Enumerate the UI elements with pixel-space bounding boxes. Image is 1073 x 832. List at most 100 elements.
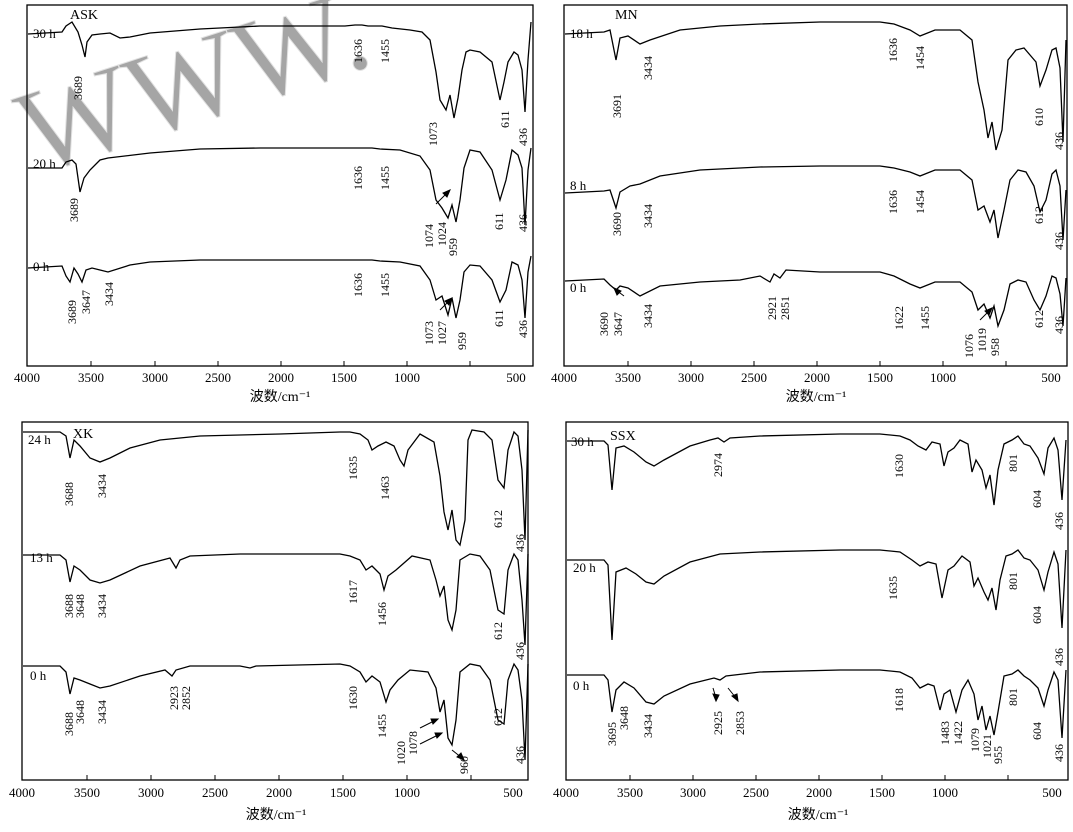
peak-label: 3647 [611,312,625,336]
spectrum-line [567,549,1067,641]
peak-label: 1021 [980,734,994,758]
peak-label: 3689 [65,300,79,324]
x-axis-label: 波数/cm⁻¹ [786,389,847,405]
peak-label: 801 [1006,688,1020,706]
tick-label: 3500 [78,370,104,385]
peak-label: 1636 [351,273,365,297]
peak-arrows [712,687,739,703]
peak-label: 604 [1030,606,1044,624]
peak-label: 1027 [435,321,449,345]
panel-label: ASK [70,8,98,23]
peak-label: 612 [491,622,505,640]
peak-label: 436 [513,534,527,552]
tick-label: 4000 [14,370,40,385]
peak-label: 1456 [375,602,389,626]
peak-label: 1078 [406,731,420,755]
peak-label: 3648 [73,700,87,724]
tick-label: 2500 [205,370,231,385]
tick-label: 3500 [615,370,641,385]
panel-label: MN [615,8,638,23]
peak-label: 1073 [422,321,436,345]
tick-label: 3000 [142,370,168,385]
peak-label: 1630 [346,686,360,710]
time-label: 0 h [33,259,50,274]
peak-label: 1636 [351,39,365,63]
x-axis-label: 波数/cm⁻¹ [246,807,307,823]
peak-label: 2852 [179,686,193,710]
peak-label: 1483 [938,721,952,745]
tick-label: 2500 [741,370,767,385]
tick-label: 500 [503,785,523,800]
peak-label: 612 [1032,310,1046,328]
peak-label: 1636 [351,166,365,190]
peak-arrows [435,189,453,311]
peak-label: 1636 [886,190,900,214]
peak-label: 612 [1032,206,1046,224]
peak-label: 1635 [346,456,360,480]
peak-label: 1455 [375,714,389,738]
peak-label: 1019 [975,328,989,352]
tick-label: 4000 [9,785,35,800]
peak-label: 958 [988,338,1002,356]
peak-label: 1079 [968,728,982,752]
time-label: 8 h [570,178,587,193]
time-label: 18 h [570,26,593,41]
peak-label: 3688 [62,712,76,736]
peak-label: 1422 [951,721,965,745]
time-label: 13 h [30,550,53,565]
peak-label: 3648 [73,594,87,618]
peak-label: 3690 [610,212,624,236]
peak-labels: 3688 3434 1635 1463 612 436 3688 3648 34… [62,456,527,774]
peak-arrows [419,718,465,761]
peak-label: 2974 [711,453,725,477]
tick-label: 3000 [138,785,164,800]
tick-label: 2000 [268,370,294,385]
peak-label: 436 [1052,744,1066,762]
panel-xk: XK 24 h 13 h 0 h 3688 3434 1635 1463 612… [9,421,529,823]
peak-label: 959 [446,238,460,256]
peak-label: 436 [516,320,530,338]
peak-label: 611 [492,309,506,327]
tick-label: 1500 [869,785,895,800]
peak-label: 1455 [918,306,932,330]
time-label: 0 h [573,678,590,693]
peak-label: 436 [1052,512,1066,530]
peak-label: 959 [455,332,469,350]
peak-label: 1618 [892,688,906,712]
x-axis-label: 波数/cm⁻¹ [788,807,849,823]
peak-label: 1024 [435,222,449,246]
peak-label: 3434 [641,204,655,228]
spectrum-line [564,269,1067,329]
peak-label: 2923 [167,686,181,710]
tick-label: 1500 [331,370,357,385]
time-label: 20 h [33,156,56,171]
tick-label: 500 [1041,370,1061,385]
peak-labels: 3689 1636 1455 1073 611 436 3691 3689 16… [65,39,530,350]
peak-label: 1455 [378,273,392,297]
tick-label: 3000 [678,370,704,385]
x-axis-label: 波数/cm⁻¹ [250,389,311,405]
spectrum-line [567,669,1067,739]
peak-label: 604 [1030,490,1044,508]
peak-label: 604 [1030,722,1044,740]
peak-label: 436 [1052,648,1066,666]
spectrum-line [564,165,1067,241]
tick-label: 1000 [930,370,956,385]
time-label: 30 h [571,434,594,449]
peak-label: 3648 [617,706,631,730]
peak-label: 1635 [886,576,900,600]
peak-label: 3688 [62,482,76,506]
tick-label: 3500 [74,785,100,800]
peak-label: 3695 [605,722,619,746]
spectrum-line [27,255,532,319]
tick-label: 4000 [553,785,579,800]
tick-label: 1500 [330,785,356,800]
peak-label: 955 [991,746,1005,764]
tick-label: 500 [1042,785,1062,800]
peak-label: 1622 [892,306,906,330]
x-axis: 4000 3500 3000 2500 2000 1500 1000 500 波… [9,775,523,823]
time-label: 20 h [573,560,596,575]
peak-label: 1455 [378,39,392,63]
peak-label: 801 [1006,572,1020,590]
peak-label: 3434 [641,304,655,328]
